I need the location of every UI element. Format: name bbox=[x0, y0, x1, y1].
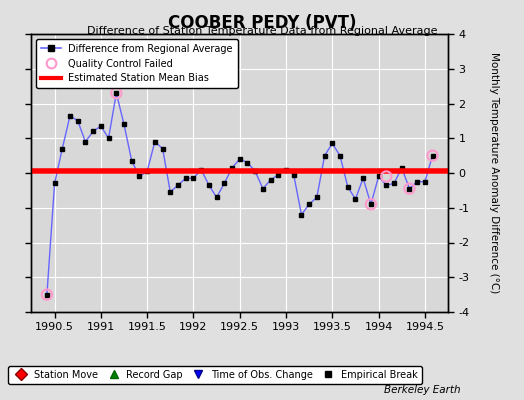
Point bbox=[43, 292, 51, 298]
Text: Berkeley Earth: Berkeley Earth bbox=[385, 385, 461, 395]
Point bbox=[367, 201, 375, 208]
Text: Difference of Station Temperature Data from Regional Average: Difference of Station Temperature Data f… bbox=[87, 26, 437, 36]
Point bbox=[428, 152, 436, 159]
Point bbox=[112, 90, 121, 96]
Point bbox=[405, 186, 413, 192]
Legend: Station Move, Record Gap, Time of Obs. Change, Empirical Break: Station Move, Record Gap, Time of Obs. C… bbox=[8, 366, 422, 384]
Text: COOBER PEDY (PVT): COOBER PEDY (PVT) bbox=[168, 14, 356, 32]
Y-axis label: Monthly Temperature Anomaly Difference (°C): Monthly Temperature Anomaly Difference (… bbox=[489, 52, 499, 294]
Point bbox=[382, 173, 390, 180]
